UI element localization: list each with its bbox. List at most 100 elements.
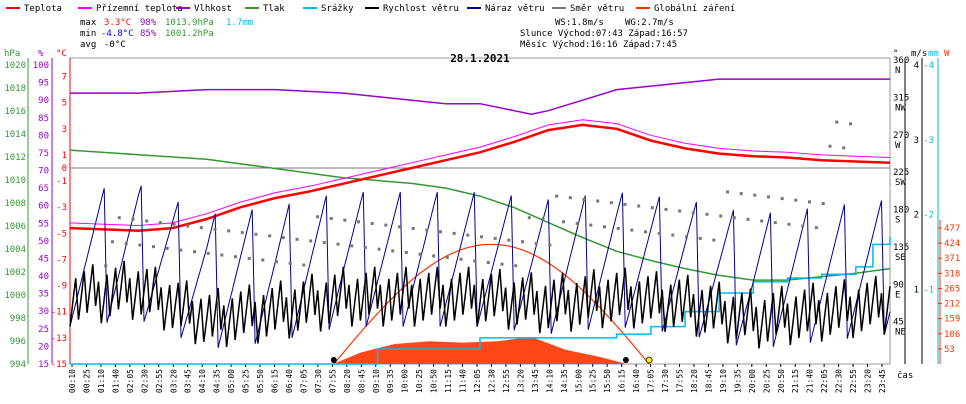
time-tick-label: 13:20 (516, 369, 525, 393)
wind-direction-mark (240, 231, 244, 235)
time-tick-label: 05:25 (242, 369, 251, 393)
wind-direction-mark (254, 232, 258, 236)
hpa-tick-label: 996 (10, 337, 26, 347)
wind-direction-mark (671, 233, 675, 237)
legend-naraz: Náraz větru (467, 4, 545, 14)
time-tick-label: 17:55 (676, 369, 685, 393)
legend-zareni: Globální záření (636, 4, 735, 14)
time-tick-label: 05:50 (256, 369, 265, 393)
pct-tick-label: 40 (38, 272, 49, 282)
stats-max-rain: 1.7mm (226, 18, 253, 28)
ms-tick-label: 2 (914, 211, 919, 221)
c-tick-label: -3 (56, 203, 67, 213)
time-tick-label: 03:45 (184, 369, 193, 393)
wind-direction-mark (247, 256, 251, 260)
wind-direction-mark (705, 212, 709, 216)
svg-text:Náraz větru: Náraz větru (485, 4, 545, 14)
time-tick-label: 18:20 (690, 369, 699, 393)
time-tick-label: 10:50 (430, 369, 439, 393)
time-tick-label: 10:00 (401, 369, 410, 393)
wind-direction-mark (548, 243, 552, 247)
wind-direction-mark (432, 254, 436, 258)
wind-direction-mark (384, 223, 388, 227)
svg-text:Srážky: Srážky (321, 4, 354, 14)
c-tick-label: -7 (56, 255, 67, 265)
axis-units: hPa % °C ° m/s mm W čas (4, 49, 950, 381)
wind-direction-mark (391, 249, 395, 253)
wind-direction-mark (179, 248, 183, 252)
wind-direction-mark (664, 207, 668, 211)
wind-direction-mark (227, 229, 231, 233)
wind-speed-line (69, 260, 891, 349)
wind-direction-mark (459, 257, 463, 261)
sunset-marker (645, 356, 653, 364)
hpa-tick-label: 1002 (4, 268, 26, 278)
wind-direction-mark (527, 216, 531, 220)
time-tick-label: 22:55 (849, 369, 858, 393)
svg-text:Směr větru: Směr větru (570, 4, 624, 14)
time-tick-label: 12:05 (473, 369, 482, 393)
svg-text:Teplota: Teplota (24, 4, 62, 14)
wind-direction-mark (398, 225, 401, 229)
time-tick-label: 02:05 (126, 369, 135, 393)
wind-direction-mark (746, 217, 750, 221)
pressure-line (69, 149, 891, 281)
wind-direction-mark (281, 236, 285, 240)
wind-direction-mark (541, 217, 545, 221)
wind-direction-mark (678, 209, 682, 213)
wind-direction-mark (637, 204, 641, 208)
time-tick-label: 17:05 (647, 369, 656, 393)
time-tick-label: 10:25 (415, 369, 424, 393)
wind-direction-mark (452, 231, 456, 235)
stats-moon: Měsíc Východ:16:16 Západ:7:45 (520, 40, 677, 50)
wind-direction-mark (712, 238, 716, 242)
legend-tlak: Tlak (245, 4, 285, 14)
wind-direction-mark (124, 241, 128, 245)
wind-direction-mark (466, 233, 470, 237)
wind-direction-mark (199, 226, 203, 230)
time-tick-label: 09:10 (372, 369, 381, 393)
wind-direction-mark (767, 195, 770, 199)
legend-rychlost: Rychlost větru (365, 4, 459, 14)
solar-area (333, 336, 627, 364)
wind-direction-mark (302, 263, 306, 267)
time-tick-label: 14:35 (560, 369, 569, 393)
wind-direction-mark (343, 218, 347, 222)
stats-wg: WG:2.7m/s (625, 18, 674, 28)
wind-direction-mark (493, 236, 497, 240)
dir-tick-label: SW (895, 178, 906, 188)
wind-direction-mark (439, 230, 442, 234)
time-tick-label: 03:20 (169, 369, 178, 393)
w-tick-label: 424 (944, 239, 960, 249)
svg-text:Přízemní teplota: Přízemní teplota (96, 4, 183, 14)
wind-direction-mark (582, 197, 586, 201)
time-tick-label: 06:40 (285, 369, 294, 393)
ms-tick-label: 3 (914, 136, 919, 146)
c-tick-label: 7 (62, 73, 67, 83)
time-tick-label: 18:45 (704, 369, 713, 393)
wind-direction-mark (835, 120, 839, 124)
time-tick-label: 04:10 (198, 369, 207, 393)
mm-tick-label: -4 (923, 61, 934, 71)
rain-line (70, 236, 891, 365)
wind-direction-mark (206, 251, 210, 255)
hpa-tick-label: 1010 (4, 176, 26, 186)
wind-direction-mark (685, 235, 688, 239)
stats-avg-label: avg (80, 40, 96, 50)
wind-direction-mark (316, 215, 319, 219)
wind-direction-mark (288, 261, 292, 265)
wind-direction-mark (261, 258, 265, 262)
dir-tick-label: NW (895, 103, 906, 113)
time-tick-label: 08:20 (343, 369, 352, 393)
wind-direction-mark (425, 228, 429, 232)
pct-tick-label: 90 (38, 96, 49, 106)
wind-direction-mark (357, 220, 360, 224)
wind-direction-mark (220, 253, 224, 257)
stats-min-temp: -4.8°C (101, 29, 134, 39)
wind-direction-mark (760, 219, 764, 223)
ground-temp-line (69, 119, 891, 227)
wind-direction-mark (719, 214, 723, 218)
hpa-tick-label: 1004 (4, 245, 26, 255)
ticks: 9949969981000100210041006100810101012101… (4, 56, 960, 393)
